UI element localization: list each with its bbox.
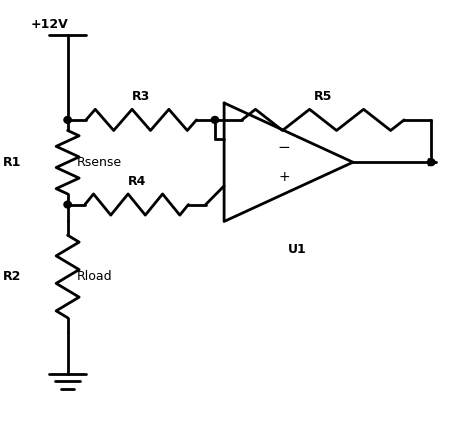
Text: +: + [278,170,290,184]
Text: R4: R4 [128,175,146,187]
Text: Rload: Rload [77,270,112,283]
Text: R2: R2 [3,270,22,283]
Text: +12V: +12V [31,18,69,31]
Text: R1: R1 [3,156,22,169]
Circle shape [64,116,71,123]
Text: −: − [278,140,290,155]
Text: R3: R3 [132,90,150,103]
Circle shape [211,116,219,123]
Circle shape [428,159,435,166]
Text: Rsense: Rsense [77,156,122,169]
Circle shape [64,201,71,208]
Text: U1: U1 [288,243,307,256]
Text: R5: R5 [314,90,332,103]
